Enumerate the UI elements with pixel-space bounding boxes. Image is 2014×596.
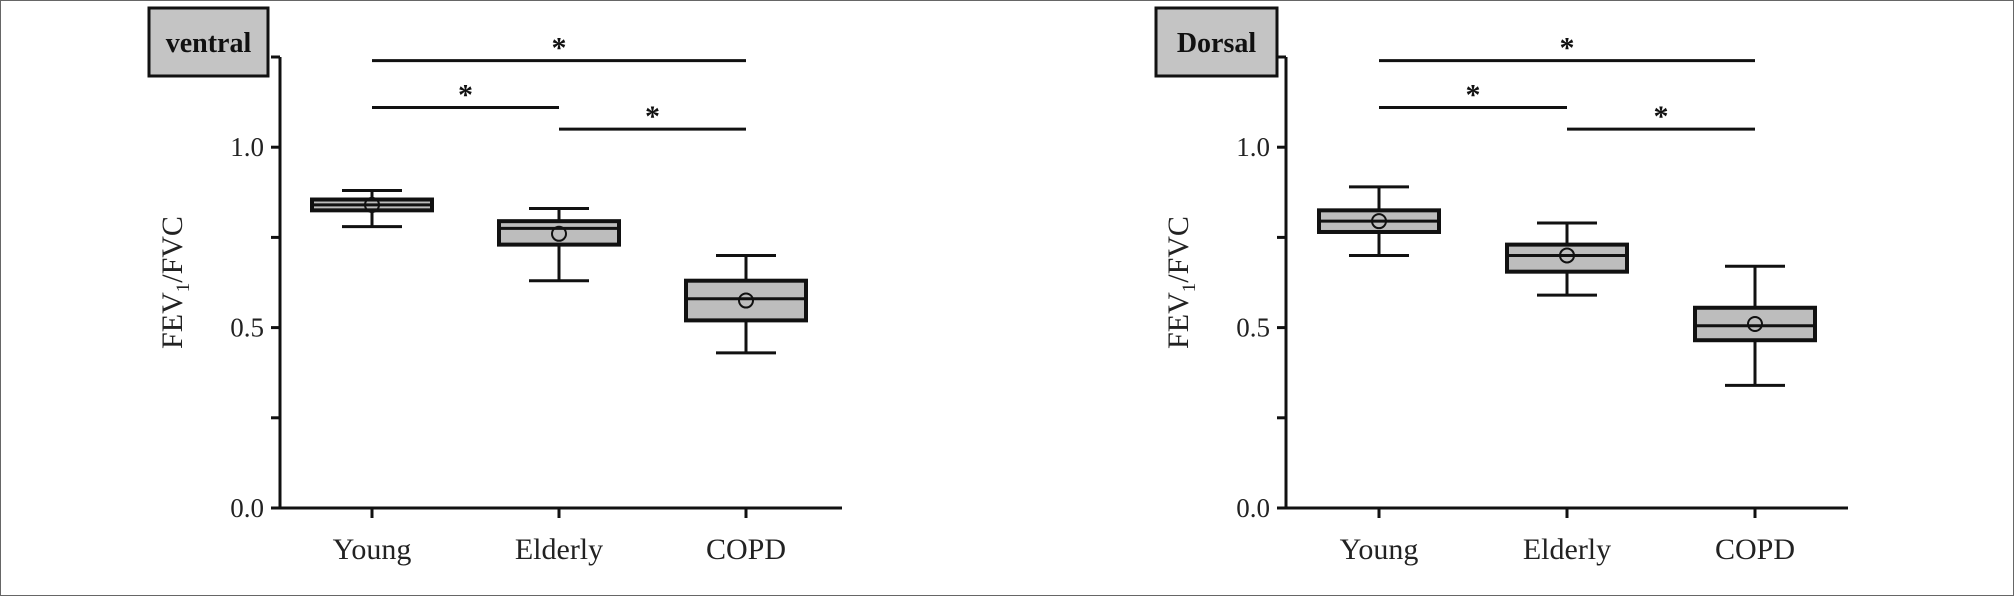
mean-marker: [1559, 247, 1575, 264]
significance-star: *: [1654, 100, 1669, 133]
mean-marker: [1371, 213, 1387, 230]
significance-star: *: [645, 100, 660, 133]
x-tick-label: Young: [1340, 533, 1419, 566]
x-tick-label: Elderly: [515, 533, 603, 566]
panel-label-box: [1154, 6, 1279, 78]
y-tick-label: 0.0: [1236, 493, 1270, 523]
y-axis-title: FEV1/FVC: [1162, 216, 1200, 349]
significance-star: *: [458, 79, 473, 112]
y-tick-label: 0.5: [1236, 313, 1270, 343]
mean-marker: [364, 196, 380, 213]
panel-label-box: [147, 6, 270, 78]
significance-star: *: [552, 32, 567, 65]
significance-star: *: [1560, 32, 1575, 65]
x-tick-label: COPD: [706, 533, 786, 566]
y-tick-label: 1.0: [230, 132, 264, 162]
significance-star: *: [1466, 79, 1481, 112]
panel-label: Dorsal: [1177, 28, 1257, 59]
box-copd: [1693, 305, 1817, 343]
y-tick-label: 1.0: [1236, 132, 1270, 162]
panel-label: ventral: [166, 28, 252, 59]
mean-marker: [1747, 315, 1763, 332]
y-axis-title: FEV1/FVC: [156, 216, 194, 349]
x-tick-label: COPD: [1715, 533, 1795, 566]
mean-marker: [738, 292, 754, 309]
box-copd: [684, 278, 808, 323]
x-tick-label: Young: [333, 533, 412, 566]
mean-marker: [551, 225, 567, 242]
y-tick-label: 0.0: [230, 493, 264, 523]
y-tick-label: 0.5: [230, 313, 264, 343]
x-tick-label: Elderly: [1523, 533, 1611, 566]
